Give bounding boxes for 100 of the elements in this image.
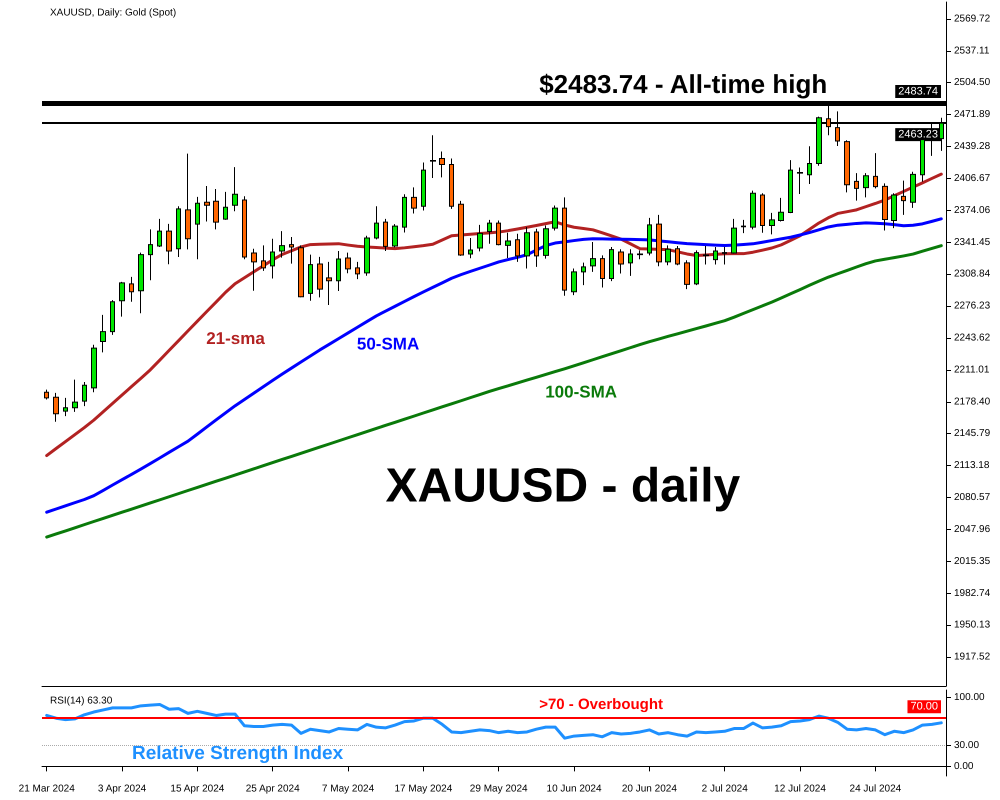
candlestick: [213, 188, 219, 230]
line-series: [45, 217, 943, 514]
candlestick: [53, 392, 59, 422]
candlestick: [100, 314, 106, 353]
candlestick: [63, 397, 68, 417]
y-tick-label: 2406.67: [954, 172, 991, 184]
candlestick: [487, 219, 492, 244]
candlestick: [552, 205, 558, 231]
x-tick-label: 3 Apr 2024: [98, 784, 147, 794]
y-tick-label: 1917.52: [954, 652, 991, 663]
candlestick: [665, 244, 671, 266]
y-tick-label: 2471.89: [954, 109, 991, 120]
candlestick: [421, 162, 426, 212]
candlestick: [383, 218, 388, 252]
candlestick: [750, 190, 756, 230]
candlestick: [270, 238, 275, 280]
candlestick: [148, 228, 153, 281]
y-tick-label: 2047.96: [954, 524, 991, 535]
y-tick-label: 2145.79: [954, 428, 991, 440]
candlestick: [854, 172, 859, 202]
y-tick-label: 2308.84: [954, 268, 991, 280]
candlestick: [449, 158, 454, 210]
candlestick: [590, 242, 596, 272]
candlestick: [355, 261, 360, 280]
text: RSI(14) 63.30: [50, 696, 113, 706]
x-tick-label: 20 Jun 2024: [622, 784, 678, 794]
candlestick: [873, 152, 878, 189]
candlestick: [44, 389, 49, 400]
x-tick-label: 17 May 2024: [394, 784, 453, 794]
candlestick: [176, 206, 181, 258]
series-label: 50-SMA: [356, 334, 420, 354]
ref-line-label: 2463.23: [898, 128, 938, 141]
y-tick-label: 2569.72: [954, 13, 991, 24]
candlestick: [138, 252, 144, 314]
x-tick-label: 12 Jul 2024: [774, 784, 826, 794]
y-tick-label: 2341.45: [954, 236, 991, 248]
candlestick: [788, 160, 793, 214]
candlestick: [863, 172, 869, 198]
candlestick: [618, 248, 624, 274]
candlestick: [185, 153, 191, 250]
candlestick: [430, 134, 436, 179]
candlestick: [251, 248, 257, 292]
candlestick: [439, 151, 445, 178]
text: XAUUSD, Daily: Gold (Spot): [50, 8, 176, 18]
candlestick: [308, 254, 313, 302]
y-tick-label: 100.00: [954, 692, 986, 704]
candlestick: [458, 200, 464, 256]
y-tick-label: 2178.40: [954, 396, 991, 408]
candlestick: [581, 262, 586, 286]
x-tick-label: 29 May 2024: [470, 784, 528, 794]
candlestick: [195, 196, 200, 260]
x-tick-label: 10 Jun 2024: [546, 784, 602, 794]
candlestick: [882, 182, 888, 231]
series-label: 21-sma: [206, 328, 266, 348]
candlestick: [571, 268, 577, 296]
candlestick: [760, 192, 765, 234]
candlestick: [110, 300, 115, 336]
candlestick: [524, 226, 530, 270]
candlestick: [628, 248, 633, 276]
annotation: $2483.74 - All-time high: [539, 69, 828, 100]
x-tick-label: 2 Jul 2024: [702, 784, 748, 794]
candlestick: [684, 260, 690, 290]
y-tick-label: 1982.74: [954, 588, 991, 599]
candlestick: [703, 246, 709, 266]
candlestick: [741, 219, 746, 234]
candlestick: [901, 180, 906, 216]
y-tick-label: 2243.62: [954, 332, 991, 344]
annotation: Relative Strength Index: [132, 743, 344, 764]
candlestick: [910, 171, 916, 208]
ref-line-label: 70.00: [910, 700, 938, 713]
candlestick: [204, 185, 210, 222]
candlestick: [505, 232, 511, 258]
candlestick: [515, 233, 520, 262]
candlestick: [157, 218, 162, 248]
candlestick: [223, 191, 228, 220]
candlestick: [232, 166, 238, 212]
y-tick-label: 2276.23: [954, 300, 991, 312]
y-tick-label: 30.00: [954, 740, 980, 752]
candlestick: [543, 225, 549, 260]
candlestick: [345, 252, 351, 274]
candlestick: [166, 223, 172, 265]
y-tick-label: 2015.35: [954, 556, 991, 567]
candlestick: [477, 224, 483, 252]
candlestick: [844, 140, 850, 193]
candlestick: [713, 246, 718, 266]
candlestick: [600, 254, 605, 288]
x-tick-label: 15 Apr 2024: [170, 784, 225, 794]
y-tick-label: 2374.06: [954, 204, 991, 216]
candlestick: [374, 206, 379, 240]
y-tick-label: 1950.13: [954, 620, 991, 631]
candlestick: [778, 197, 784, 222]
candlestick: [336, 250, 341, 292]
line-series: [45, 244, 943, 539]
candlestick: [82, 381, 87, 407]
candlestick: [317, 256, 323, 298]
candlestick: [468, 238, 473, 259]
x-tick-label: 21 Mar 2024: [18, 784, 76, 794]
candlestick: [496, 220, 501, 246]
x-tick-label: 7 May 2024: [322, 784, 375, 794]
annotation: >70 - Overbought: [539, 696, 663, 714]
